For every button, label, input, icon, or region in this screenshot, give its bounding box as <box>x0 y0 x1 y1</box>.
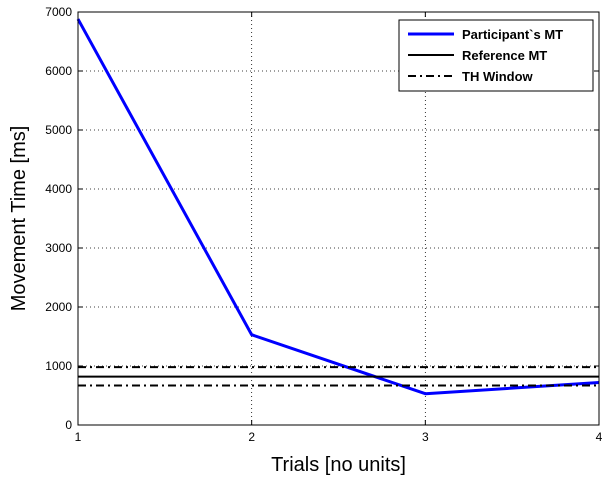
legend-label: TH Window <box>462 69 534 84</box>
y-tick-label: 6000 <box>45 64 72 78</box>
y-tick-label: 4000 <box>45 182 72 196</box>
y-tick-label: 7000 <box>45 5 72 19</box>
series-group <box>76 18 600 396</box>
series-line-0 <box>76 18 600 396</box>
legend-label: Participant`s MT <box>462 27 563 42</box>
plot-frame <box>77 11 600 426</box>
y-tick-label: 1000 <box>45 359 72 373</box>
y-axis-title: Movement Time [ms] <box>8 126 30 312</box>
y-tick-label: 0 <box>65 418 72 432</box>
x-tick-label: 3 <box>422 430 429 444</box>
x-tick-label: 4 <box>596 430 603 444</box>
x-tick-label: 2 <box>248 430 255 444</box>
y-tick-label: 5000 <box>45 123 72 137</box>
y-tick-label: 3000 <box>45 241 72 255</box>
legend-label: Reference MT <box>462 48 547 63</box>
ticks <box>77 11 600 426</box>
x-tick-label: 1 <box>75 430 82 444</box>
legend: Participant`s MT Reference MT TH Window <box>398 19 594 92</box>
x-axis-title: Trials [no units] <box>271 454 406 476</box>
y-tick-label: 2000 <box>45 300 72 314</box>
tick-labels: 1 2 3 4 0 1000 2000 3000 4000 5000 6000 7000 <box>45 5 602 444</box>
